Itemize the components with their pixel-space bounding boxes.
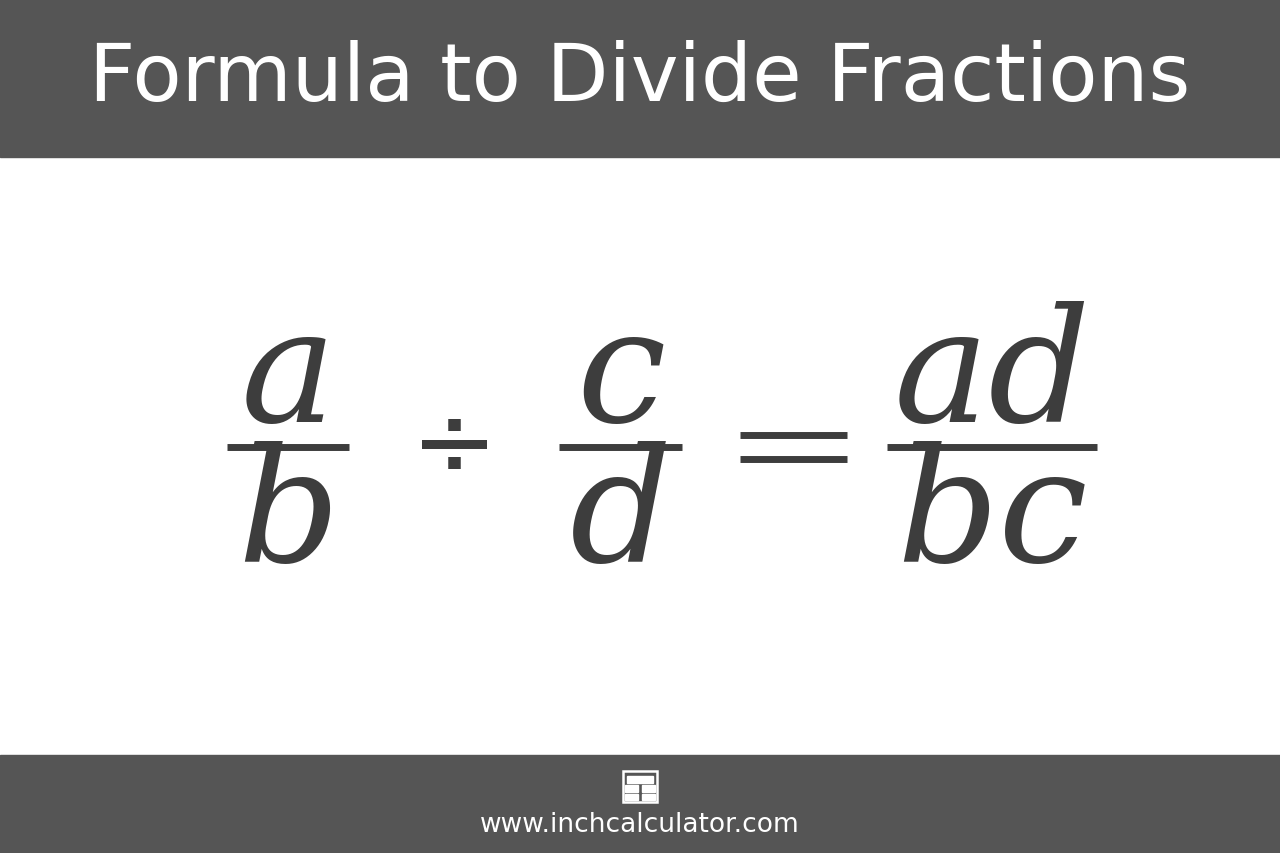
Text: c: c bbox=[576, 301, 666, 455]
Bar bbox=[625, 793, 639, 800]
Text: a: a bbox=[241, 301, 335, 455]
Bar bbox=[627, 776, 653, 783]
Bar bbox=[641, 785, 655, 792]
Text: ad: ad bbox=[893, 301, 1091, 455]
Text: www.inchcalculator.com: www.inchcalculator.com bbox=[480, 810, 800, 837]
Text: b: b bbox=[237, 441, 339, 595]
Text: bc: bc bbox=[896, 441, 1088, 595]
Text: Formula to Divide Fractions: Formula to Divide Fractions bbox=[90, 40, 1190, 118]
Text: d: d bbox=[570, 441, 672, 595]
Bar bbox=[0, 0, 1280, 158]
Bar bbox=[0, 158, 1280, 755]
Bar bbox=[0, 755, 1280, 853]
Bar bbox=[641, 793, 655, 800]
Text: ÷: ÷ bbox=[411, 397, 498, 498]
Bar bbox=[625, 785, 639, 792]
